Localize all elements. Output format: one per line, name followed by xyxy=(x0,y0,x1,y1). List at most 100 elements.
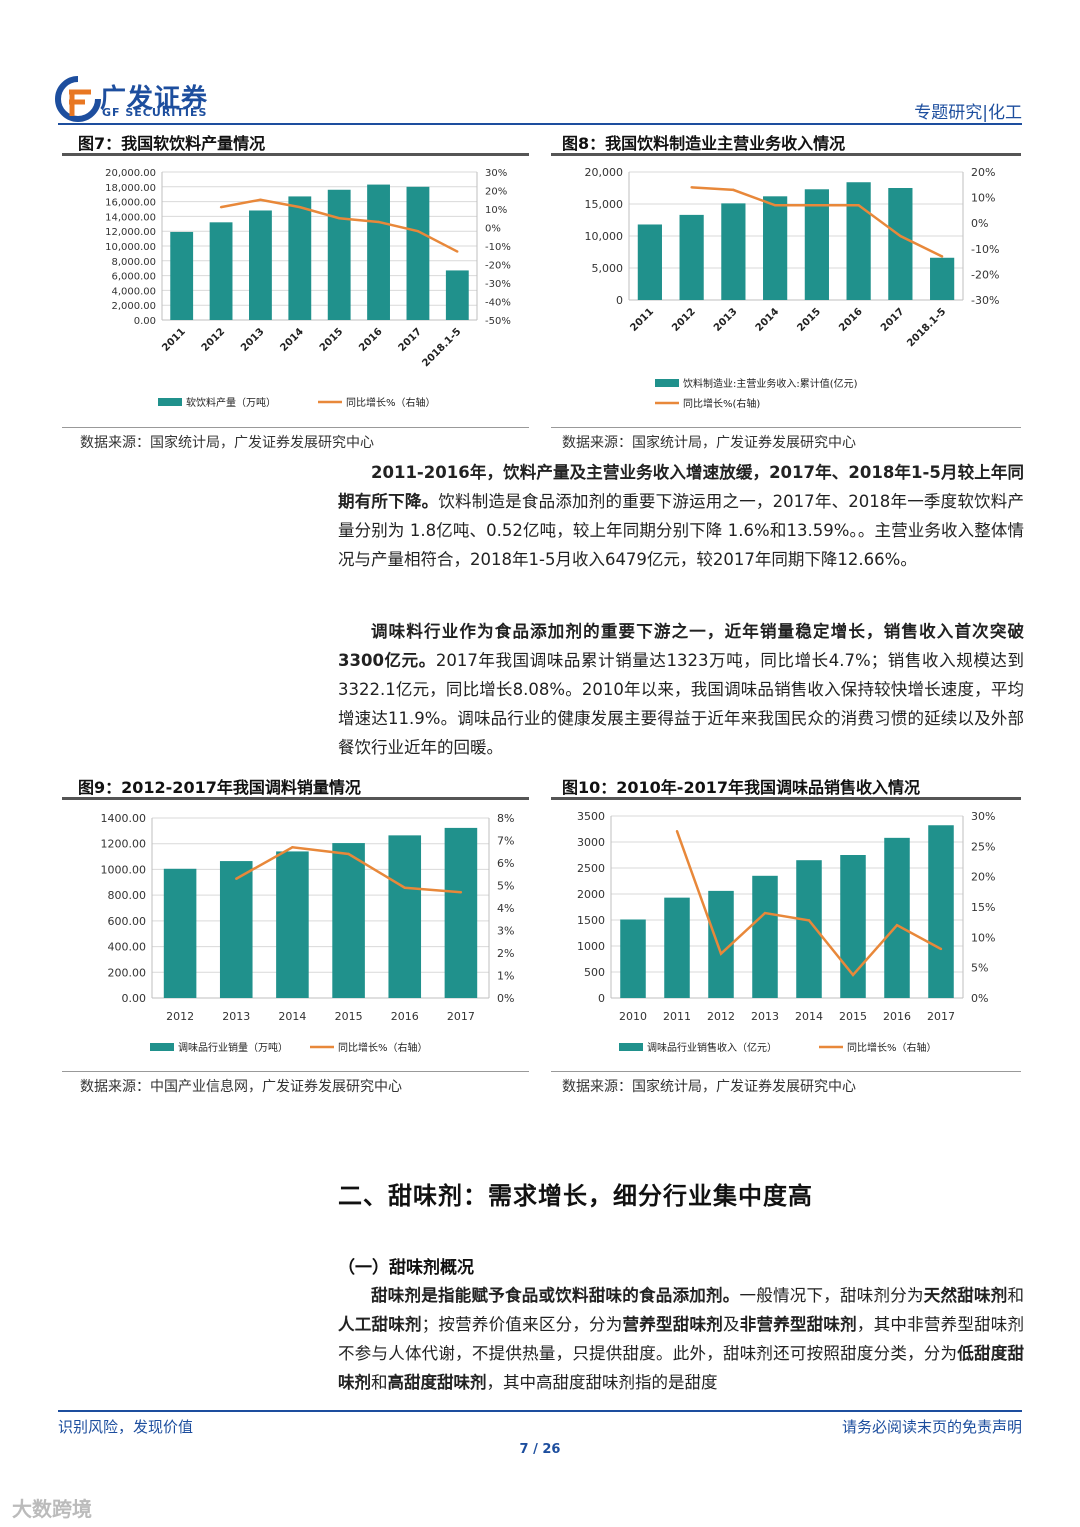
legend-line-label: 同比增长%（右轴） xyxy=(338,1041,428,1054)
y-tick-label: 1400.00 xyxy=(101,812,147,825)
y2-tick-label: 25% xyxy=(971,840,995,853)
y2-tick-label: 15% xyxy=(971,901,995,914)
y2-tick-label: 20% xyxy=(971,166,995,179)
x-tick-label: 2018.1-5 xyxy=(421,326,464,369)
legend-line-label: 同比增长%（右轴） xyxy=(346,396,436,409)
sweetener-nutritive: 营养型甜味剂 xyxy=(622,1315,723,1334)
fig7-title-rule xyxy=(62,153,529,156)
y2-tick-label: 0% xyxy=(971,992,988,1005)
bar xyxy=(170,231,194,320)
sweetener-natural: 天然甜味剂 xyxy=(923,1286,1008,1305)
paragraph-beverage-lead: 2011-2016年，饮料产量及主营业务收入增速放缓，2017年、2018年1-… xyxy=(338,463,1024,511)
bar xyxy=(679,214,704,300)
x-tick-label: 2017 xyxy=(879,306,906,333)
sweetener-text-3: ；按营养价值来区分，分为 xyxy=(421,1315,623,1334)
growth-point xyxy=(347,852,350,856)
y-tick-label: 4,000.00 xyxy=(111,286,156,297)
y2-tick-label: 0% xyxy=(497,992,514,1005)
growth-point xyxy=(416,230,420,233)
growth-point xyxy=(719,952,723,955)
bar xyxy=(388,835,422,998)
y-tick-label: 6,000.00 xyxy=(111,272,156,283)
bar xyxy=(444,827,478,998)
bar xyxy=(445,270,469,320)
bar xyxy=(930,257,955,300)
fig10-source: 数据来源：国家统计局，广发证券发展研究中心 xyxy=(562,1079,856,1095)
y2-tick-label: -30% xyxy=(485,279,511,290)
growth-point xyxy=(291,846,294,849)
bar xyxy=(406,186,430,320)
bar xyxy=(763,196,788,300)
x-tick-label: 2014 xyxy=(795,1010,823,1023)
x-tick-label: 2018.1-5 xyxy=(905,306,948,349)
y-tick-label: 2500 xyxy=(577,862,605,875)
x-tick-label: 2011 xyxy=(663,1010,691,1023)
x-tick-label: 2013 xyxy=(712,306,739,333)
x-tick-label: 2016 xyxy=(357,326,384,353)
y-tick-label: 1000.00 xyxy=(101,863,147,876)
y-tick-label: 0 xyxy=(616,294,623,307)
sweetener-definition: 甜味剂是指能赋予食品或饮料甜味的食品添加剂。 xyxy=(371,1286,740,1305)
growth-point xyxy=(456,250,459,253)
sweetener-text-7: ，其中高甜度甜味剂指的是甜度 xyxy=(486,1373,718,1392)
bar xyxy=(637,224,662,300)
growth-point xyxy=(773,204,777,207)
header-divider xyxy=(58,123,1022,125)
x-tick-label: 2015 xyxy=(318,326,345,353)
y-tick-label: 1500 xyxy=(577,914,605,927)
y2-tick-label: -30% xyxy=(971,294,999,307)
sweetener-low-intensity: 低甜度甜味剂 xyxy=(338,1344,1025,1392)
fig9-title: 图9：2012-2017年我国调料销量情况 xyxy=(78,778,361,797)
bar xyxy=(249,210,272,320)
x-tick-label: 2011 xyxy=(629,306,656,333)
y2-tick-label: 20% xyxy=(971,871,995,884)
y2-tick-label: -10% xyxy=(485,242,511,253)
bar xyxy=(209,222,233,320)
y2-tick-label: 1% xyxy=(497,970,514,983)
growth-point xyxy=(939,947,943,951)
legend-line-label: 同比增长%(右轴) xyxy=(683,397,760,410)
bar xyxy=(721,203,746,300)
growth-point xyxy=(732,188,735,192)
x-tick-label: 2016 xyxy=(391,1010,419,1023)
y-tick-label: 0 xyxy=(598,992,605,1005)
y2-tick-label: 0% xyxy=(971,217,988,230)
x-tick-label: 2012 xyxy=(707,1010,735,1023)
sweetener-text-2: 和 xyxy=(1007,1286,1025,1305)
growth-point xyxy=(851,973,855,977)
y2-tick-label: 3% xyxy=(497,925,514,938)
fig10-title: 图10：2010年-2017年我国调味品销售收入情况 xyxy=(562,778,920,797)
legend-line-label: 同比增长%（右轴） xyxy=(847,1041,937,1054)
fig9-source: 数据来源：中国产业信息网，广发证券发展研究中心 xyxy=(80,1079,402,1095)
paragraph-seasoning-body: 2017年我国调味品累计销量达1323万吨，同比增长4.7%；销售收入规模达到3… xyxy=(338,651,1024,757)
growth-point xyxy=(940,255,944,258)
fig7-title: 图7：我国软饮料产量情况 xyxy=(78,134,266,153)
fig8-title-rule xyxy=(551,153,1021,156)
sweetener-text-5: ，其中非营养型甜味剂不参与人体代谢，不提供热量，只提供甜度。此外，甜味剂还可按照… xyxy=(338,1315,1025,1363)
y-tick-label: 2000 xyxy=(577,888,605,901)
fig7-chart: 20,000.00 18,000.00 16,000.00 14,000.00 12,0… xyxy=(105,168,511,409)
logo-text-en: GF SECURITIES xyxy=(102,106,208,119)
y-tick-label: 3000 xyxy=(577,836,605,849)
paragraph-beverage: 2011-2016年，饮料产量及主营业务收入增速放缓，2017年、2018年1-… xyxy=(338,458,1024,574)
x-tick-label: 2013 xyxy=(222,1010,250,1023)
fig7-source-rule xyxy=(62,427,529,428)
y-tick-label: 3500 xyxy=(577,810,605,823)
fig9-title-rule xyxy=(62,797,529,800)
y-tick-label: 0.00 xyxy=(122,992,147,1005)
y-tick-label: 15,000 xyxy=(585,198,624,211)
y2-tick-label: 5% xyxy=(971,962,988,975)
bar xyxy=(288,196,312,320)
x-tick-label: 2012 xyxy=(670,306,697,333)
bar xyxy=(796,860,822,998)
fig10-chart: 3500 3000 2500 2000 1500 1000 500 0 30% 25% 20% 15%… xyxy=(577,810,995,1054)
bar xyxy=(846,182,871,300)
y2-tick-label: 0% xyxy=(485,224,501,235)
x-tick-label: 2016 xyxy=(883,1010,911,1023)
y-tick-label: 1000 xyxy=(577,940,605,953)
footer-slogan: 识别风险，发现价值 xyxy=(58,1418,194,1436)
y-tick-label: 20,000 xyxy=(585,166,624,179)
growth-point xyxy=(259,198,262,201)
y2-tick-label: 2% xyxy=(497,947,514,960)
fig10-source-rule xyxy=(551,1071,1021,1072)
